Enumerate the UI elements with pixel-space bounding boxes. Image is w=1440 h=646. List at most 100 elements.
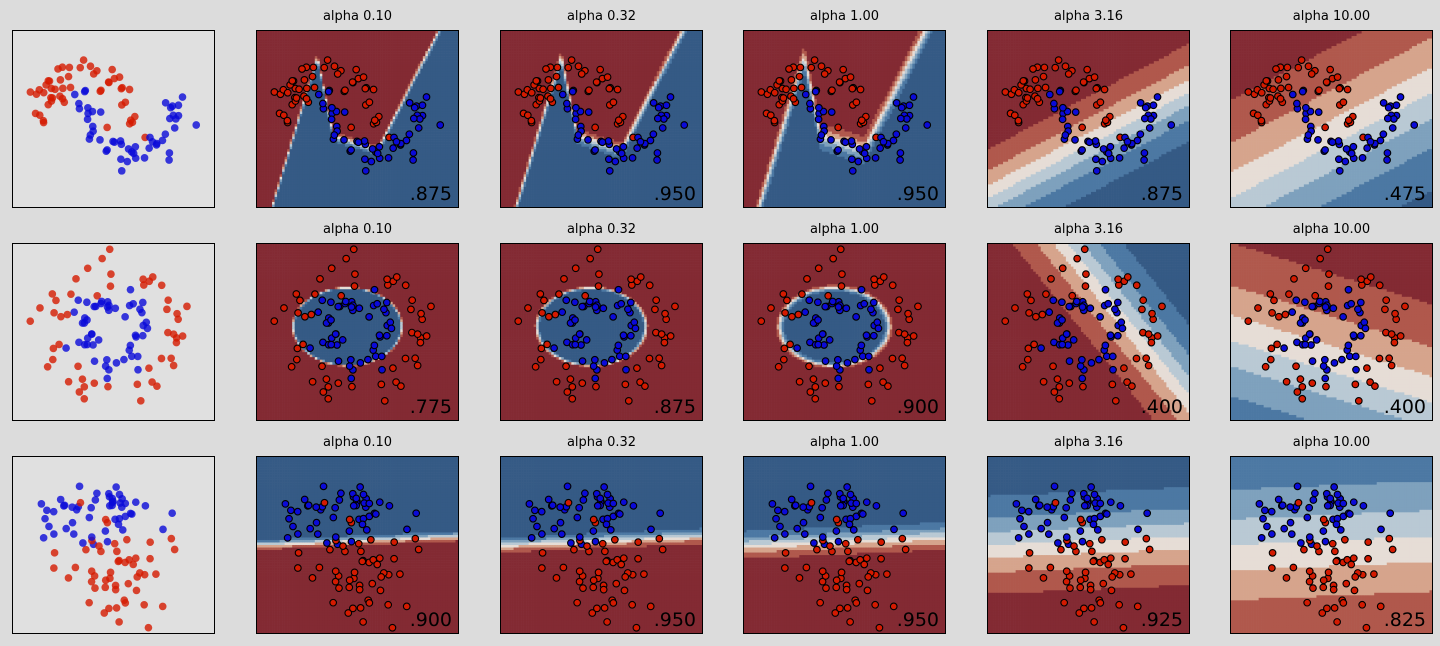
point-blue (127, 286, 135, 294)
point-blue (1322, 375, 1329, 382)
point-blue (1281, 525, 1288, 532)
point-blue (282, 501, 289, 508)
point-blue (1102, 286, 1109, 293)
point-red (1121, 365, 1128, 372)
point-red (1012, 305, 1019, 312)
point-blue (415, 125, 422, 132)
point-blue (1081, 502, 1088, 509)
point-blue (620, 499, 627, 506)
point-blue (603, 521, 610, 528)
point-blue (1021, 523, 1028, 530)
point-blue (806, 297, 813, 304)
point-red (880, 274, 887, 281)
point-red (1027, 86, 1034, 93)
point-red (789, 313, 796, 320)
point-red (780, 356, 787, 363)
point-red (132, 554, 140, 562)
point-blue (1050, 297, 1057, 304)
point-red (350, 605, 357, 612)
point-blue (800, 519, 807, 526)
point-blue (175, 101, 183, 109)
point-red (391, 555, 398, 562)
point-red (1331, 605, 1338, 612)
point-blue (1056, 88, 1063, 95)
point-red (593, 383, 600, 390)
point-blue (1026, 531, 1033, 538)
point-red (312, 291, 319, 298)
point-red (784, 297, 791, 304)
point-blue (618, 150, 625, 157)
point-blue (631, 319, 638, 326)
point-blue (609, 356, 616, 363)
point-blue (532, 507, 539, 514)
point-blue (139, 299, 147, 307)
point-blue (171, 124, 179, 132)
point-blue (822, 358, 829, 365)
point-red (1139, 306, 1146, 313)
point-blue (365, 356, 372, 363)
point-blue (572, 299, 579, 306)
point-blue (592, 356, 599, 363)
point-red (622, 381, 629, 388)
point-blue (1091, 491, 1098, 498)
input-data-panel (12, 30, 215, 208)
point-red (1294, 389, 1301, 396)
classifier-panel: .950 (500, 30, 703, 208)
point-blue (62, 344, 70, 352)
point-blue (1107, 332, 1114, 339)
point-red (173, 339, 181, 347)
point-red (878, 555, 885, 562)
point-red (610, 600, 617, 607)
point-red (105, 605, 113, 613)
point-red (864, 587, 871, 594)
point-blue (663, 102, 670, 109)
point-red (1365, 555, 1372, 562)
point-blue (634, 145, 641, 152)
point-red (808, 499, 815, 506)
point-red (1069, 292, 1076, 299)
point-red (36, 304, 44, 312)
point-red (839, 271, 846, 278)
point-blue (335, 303, 342, 310)
point-blue (376, 499, 383, 506)
point-blue (320, 100, 327, 107)
point-red (97, 86, 105, 94)
point-red (1024, 356, 1031, 363)
point-blue (576, 504, 583, 511)
point-red (833, 577, 840, 584)
point-red (66, 64, 74, 72)
point-red (1298, 57, 1305, 64)
panel-title: alpha 10.00 (1230, 222, 1433, 237)
classifier-panel: .400 (1230, 243, 1433, 421)
point-blue (1116, 155, 1123, 162)
point-blue (1299, 88, 1306, 95)
point-red (1105, 561, 1112, 568)
point-blue (870, 299, 877, 306)
point-blue (601, 360, 608, 367)
point-red (565, 64, 572, 71)
point-red (1334, 619, 1341, 626)
point-red (796, 575, 803, 582)
accuracy-score: .925 (1141, 609, 1183, 631)
point-red (343, 255, 350, 262)
point-red (393, 274, 400, 281)
point-blue (87, 131, 95, 139)
point-blue (842, 139, 849, 146)
point-blue (1268, 508, 1275, 515)
point-blue (526, 501, 533, 508)
point-blue (549, 502, 556, 509)
point-red (173, 310, 181, 318)
point-blue (1063, 331, 1070, 338)
point-blue (1294, 100, 1301, 107)
point-blue (381, 306, 388, 313)
point-red (1080, 79, 1087, 86)
point-blue (1137, 131, 1144, 138)
point-red (572, 265, 579, 272)
point-red (574, 599, 581, 606)
point-blue (849, 156, 856, 163)
point-red (637, 274, 644, 281)
point-blue (1384, 157, 1391, 164)
point-red (652, 306, 659, 313)
point-red (771, 89, 778, 96)
point-red (1089, 548, 1096, 555)
